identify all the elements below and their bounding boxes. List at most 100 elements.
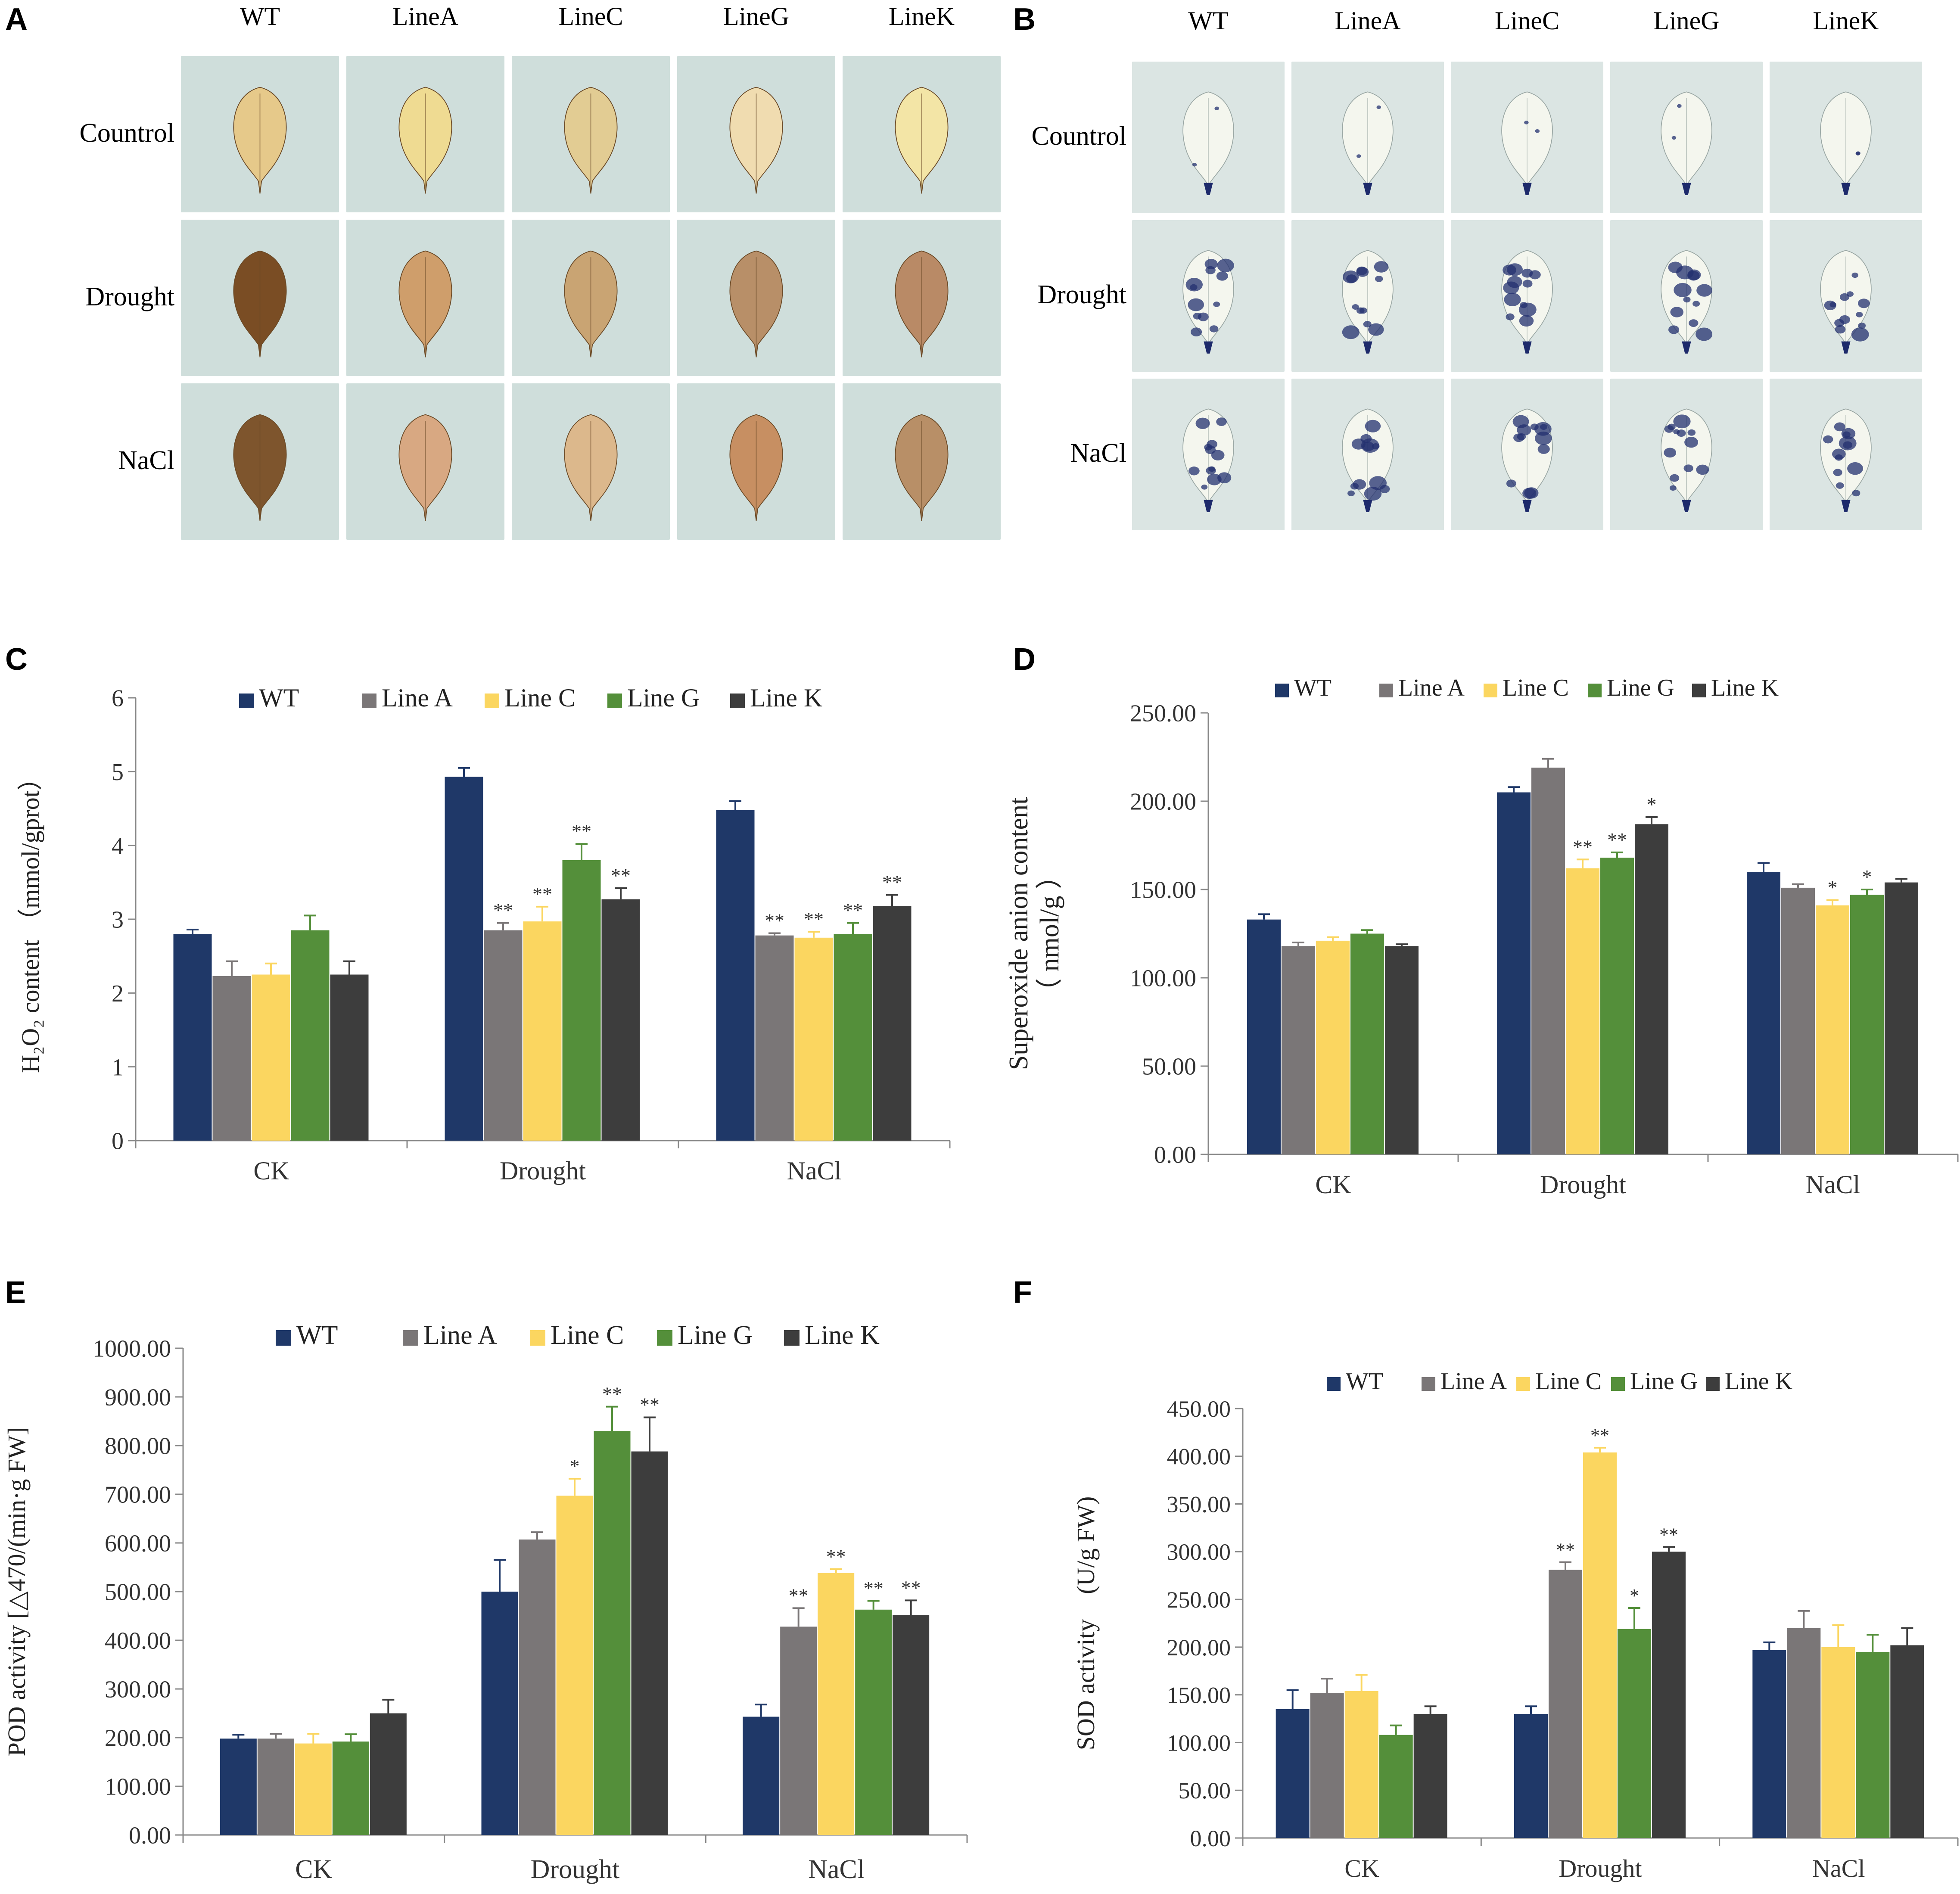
svg-text:Line C: Line C (1535, 1368, 1602, 1395)
y-tick-label: 3 (112, 907, 124, 933)
error-bar (1663, 1546, 1675, 1552)
error-bar (536, 905, 548, 922)
y-tick-label: 200.00 (105, 1725, 171, 1752)
bar-wt-drought (1514, 1714, 1548, 1838)
svg-text:Line K: Line K (1725, 1368, 1792, 1395)
bar-line-a-ck (257, 1738, 294, 1835)
panelB-row-nacl: NaCl (1070, 439, 1126, 468)
error-bar (1327, 936, 1339, 941)
x-category-label: Drought (531, 1855, 620, 1884)
x-category-label: CK (295, 1855, 332, 1884)
bar-line-a-ck (212, 976, 251, 1141)
bar-line-a-nacl (1781, 887, 1815, 1154)
error-bar (494, 1559, 506, 1592)
error-bar (576, 843, 588, 860)
y-tick-label: 200.00 (1167, 1635, 1231, 1661)
error-bar (1292, 942, 1304, 946)
svg-text:Line G: Line G (627, 684, 700, 712)
bar-line-k-ck (1385, 946, 1419, 1154)
leaf-icon (564, 414, 618, 521)
y-tick-label: 250.00 (1167, 1587, 1231, 1613)
error-bar (497, 922, 509, 930)
error-bar (1525, 1705, 1537, 1714)
x-category-label: NaCl (1812, 1854, 1865, 1882)
bar-line-a-nacl (755, 935, 794, 1141)
x-category-label: CK (1344, 1854, 1379, 1882)
bar-line-k-nacl (893, 1615, 930, 1835)
leaf-icon (1820, 91, 1872, 195)
panelA-row-nacl: NaCl (118, 445, 174, 475)
bar-wt-ck (1247, 919, 1281, 1154)
legend-line-k: Line K (784, 1321, 880, 1350)
panelA-col-lineg: LineG (723, 2, 790, 31)
error-bar (1895, 878, 1907, 883)
leaf-icon (1661, 250, 1713, 354)
x-category-label: Drought (1559, 1854, 1642, 1882)
y-axis-title: Superoxide anion content (1004, 797, 1033, 1070)
bar-line-a-drought (1531, 768, 1565, 1154)
significance-mark: * (1862, 866, 1872, 888)
error-bar (1361, 929, 1373, 934)
significance-mark: ** (843, 899, 863, 921)
y-tick-label: 0.00 (129, 1822, 171, 1849)
bar-line-a-drought (519, 1539, 556, 1835)
legend-wt: WT (276, 1321, 338, 1350)
error-bar (1628, 1607, 1640, 1629)
leaf-icon (895, 87, 949, 194)
bar-wt-ck (173, 934, 212, 1141)
leaf-icon (1182, 91, 1234, 195)
legend-line-k: Line K (1706, 1368, 1792, 1395)
bar-line-c-nacl (1816, 905, 1849, 1154)
y-tick-label: 50.00 (1142, 1054, 1196, 1080)
bar-line-k-drought (631, 1451, 668, 1835)
bar-line-g-nacl (1850, 895, 1884, 1154)
leaf-icon (564, 250, 618, 358)
significance-mark: ** (493, 899, 513, 921)
chart-e-pod: WT Line A Line C Line G Line K 0.00 100.00 200.… (3, 1321, 968, 1884)
bar-line-c-drought (1583, 1452, 1617, 1838)
y-tick-label: 400.00 (105, 1628, 171, 1655)
svg-text:WT: WT (1346, 1368, 1383, 1395)
y-axis-title: H₂O₂ content （mmol/gprot） (16, 765, 44, 1073)
panelB-image-wt-nacl (1132, 379, 1285, 530)
svg-text:Line K: Line K (1711, 675, 1779, 701)
x-category-label: NaCl (808, 1855, 865, 1884)
leaf-icon (729, 414, 783, 521)
y-tick-label: 1 (112, 1054, 124, 1081)
significance-mark: * (1828, 877, 1838, 899)
y-tick-label: 150.00 (1130, 877, 1196, 904)
panelB-image-linek-nacl (1770, 379, 1922, 530)
x-category-label: Drought (500, 1157, 586, 1185)
bar-line-a-nacl (1787, 1628, 1821, 1838)
y-tick-label: 0 (112, 1128, 124, 1155)
y-tick-label: 0.00 (1190, 1826, 1231, 1851)
panelA-image-linek-nacl (843, 383, 1001, 540)
error-bar (345, 1733, 357, 1742)
error-bar (1559, 1561, 1571, 1570)
leaf-icon (1501, 91, 1553, 195)
error-bar (1901, 1627, 1913, 1645)
error-bar (265, 962, 277, 975)
panelB-col-lineg: LineG (1653, 6, 1720, 35)
panelA-col-wt: WT (240, 2, 280, 31)
leaf-icon (1661, 91, 1712, 195)
panelA-col-linea: LineA (392, 2, 459, 31)
error-bar (1798, 1610, 1810, 1628)
leaf-icon (895, 414, 949, 521)
bar-line-a-ck (1282, 946, 1315, 1154)
y-tick-label: 0.00 (1154, 1142, 1196, 1169)
panelA-image-linea-countrol (346, 56, 504, 212)
bar-line-c-ck (252, 974, 290, 1141)
error-bar (1792, 883, 1804, 888)
bar-line-g-nacl (834, 934, 872, 1141)
y-tick-label: 50.00 (1179, 1778, 1231, 1804)
significance-mark: ** (611, 865, 631, 886)
error-bar (1424, 1705, 1437, 1714)
error-bar (1508, 786, 1520, 793)
y-tick-label: 100.00 (1167, 1730, 1231, 1756)
error-bar (1826, 899, 1839, 905)
bar-line-k-nacl (873, 906, 912, 1141)
error-bar (729, 800, 741, 810)
panelA-image-linea-nacl (346, 383, 504, 540)
panel-letter-b: B (1013, 2, 1036, 37)
